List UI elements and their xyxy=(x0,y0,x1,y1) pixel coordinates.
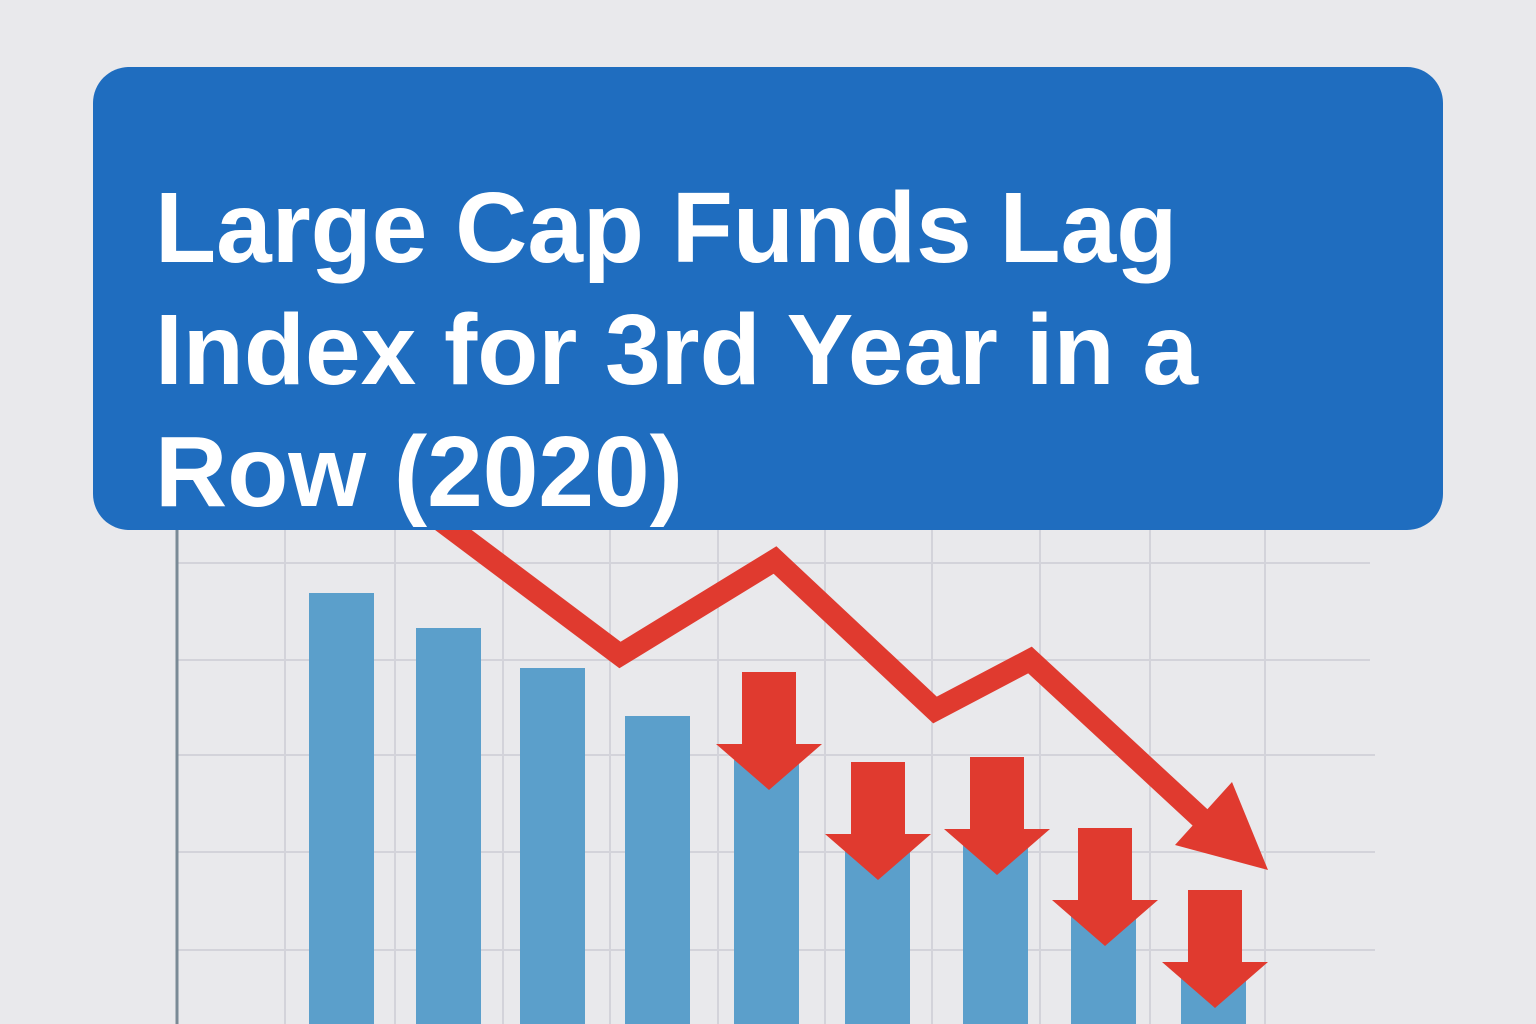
bars xyxy=(309,593,1246,1024)
trend-line xyxy=(433,511,1213,831)
title-banner: Large Cap Funds Lag Index for 3rd Year i… xyxy=(93,67,1443,530)
title: Large Cap Funds Lag Index for 3rd Year i… xyxy=(155,172,1199,528)
down-arrows xyxy=(716,672,1268,1008)
trend-arrowhead xyxy=(1175,782,1268,870)
